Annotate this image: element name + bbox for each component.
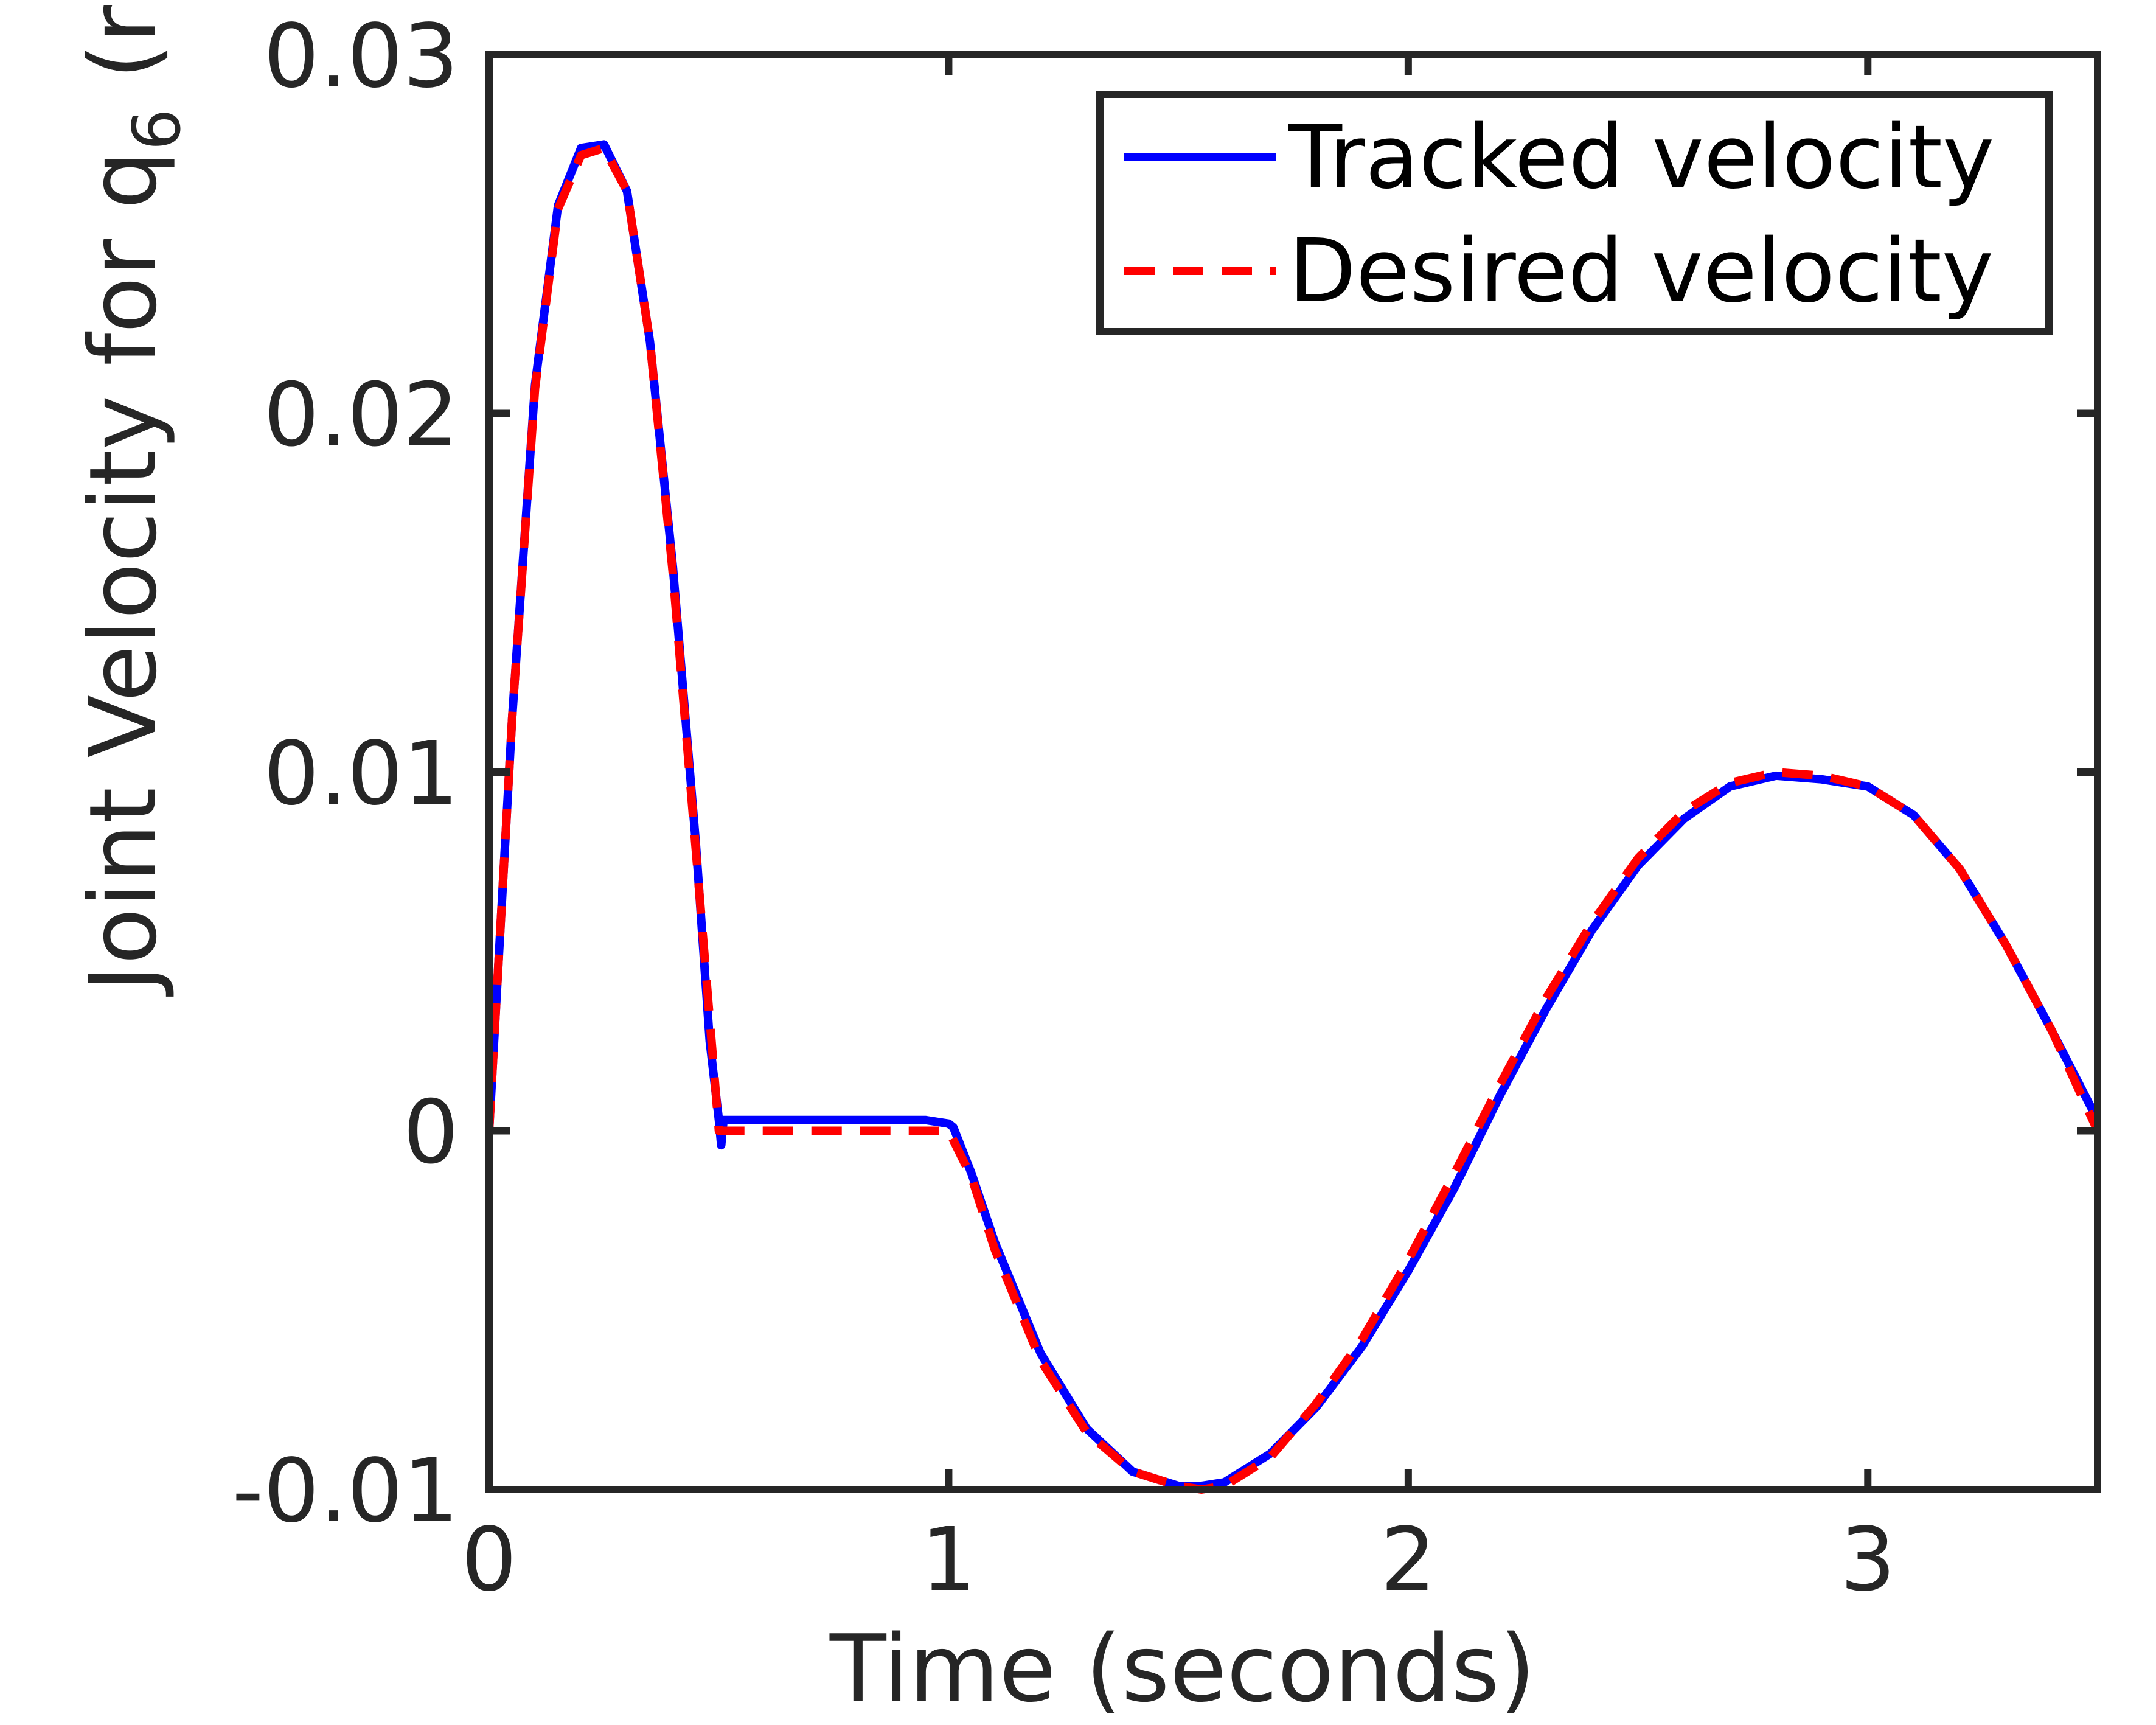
legend-box: [1096, 91, 2053, 335]
y-axis-label-main: Joint Velocity for q: [69, 150, 177, 997]
x-tick-label: 3: [1840, 1508, 1896, 1611]
x-axis-label: Time (seconds): [829, 1615, 1535, 1723]
y-axis-label-subscript: 6: [119, 109, 195, 151]
y-tick-label: -0.01: [232, 1440, 459, 1542]
y-axis-label-units: (rad/sec): [69, 0, 177, 109]
x-tick-label: 1: [921, 1508, 977, 1611]
y-tick-label: 0: [403, 1081, 459, 1183]
legend-label-tracked: Tracked velocity: [1288, 106, 1994, 208]
y-tick-label: 0.03: [263, 5, 459, 107]
x-tick-label: 0: [461, 1508, 517, 1611]
y-tick-labels: -0.01 0 0.01 0.02 0.03: [232, 5, 459, 1542]
legend-label-desired: Desired velocity: [1288, 220, 1994, 322]
y-axis-label-group: Joint Velocity for q6 (rad/sec): [69, 0, 195, 997]
legend: Tracked velocity Desired velocity: [1096, 91, 2053, 335]
y-tick-label: 0.01: [263, 722, 459, 824]
y-axis-label: Joint Velocity for q6 (rad/sec): [69, 0, 195, 997]
axes-frame: [485, 51, 2101, 1493]
x-tick-labels: 0 1 2 3: [461, 1508, 1896, 1611]
x-tick-label: 2: [1380, 1508, 1436, 1611]
y-tick-label: 0.02: [263, 364, 459, 466]
